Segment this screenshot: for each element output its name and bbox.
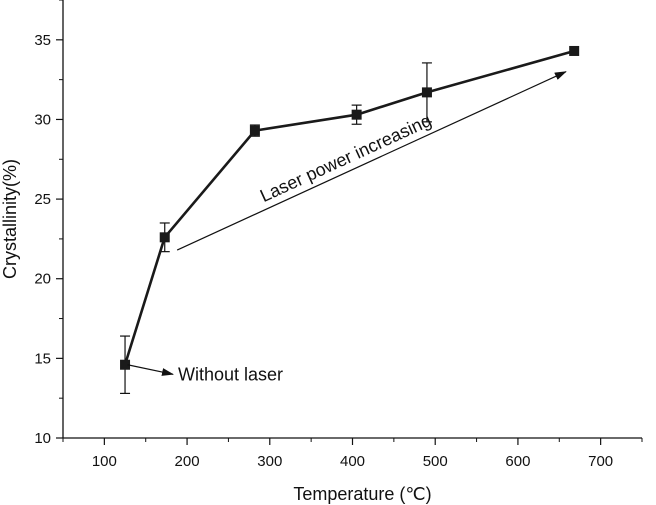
- data-point: [421, 87, 432, 98]
- x-tick-label: 100: [92, 453, 117, 470]
- series-line: [123, 49, 575, 366]
- series-lines: [123, 49, 575, 366]
- x-tick-label: 400: [340, 453, 365, 470]
- without-laser-arrow: [127, 364, 174, 376]
- x-axis-title: Temperature (℃): [293, 484, 431, 504]
- x-tick-label: 200: [175, 453, 200, 470]
- without-laser-label: Without laser: [178, 364, 283, 384]
- data-point: [120, 359, 131, 370]
- y-tick-label: 25: [34, 191, 51, 208]
- y-tick-label: 15: [34, 350, 51, 367]
- data-point: [569, 45, 580, 56]
- laser-power-arrow: [176, 71, 567, 251]
- data-point: [351, 109, 362, 120]
- x-tick-label: 700: [588, 453, 613, 470]
- ticks: 100 200 300 400 500 600 700 10 15 20 25 30 35: [34, 0, 643, 470]
- data-markers: [120, 45, 580, 370]
- y-tick-label: 20: [34, 271, 51, 288]
- y-tick-label: 10: [34, 430, 51, 447]
- y-axis-title: Crystallinity(%): [0, 159, 20, 279]
- data-point: [249, 125, 260, 136]
- data-point: [159, 232, 170, 243]
- y-tick-label: 30: [34, 111, 51, 128]
- x-tick-label: 300: [257, 453, 282, 470]
- x-tick-label: 600: [505, 453, 530, 470]
- y-tick-label: 35: [34, 32, 51, 49]
- error-bars: [120, 62, 432, 395]
- axes: [62, 0, 642, 439]
- x-tick-label: 500: [423, 453, 448, 470]
- laser-power-label: Laser power increasing: [257, 110, 434, 206]
- annotations: Without laser Laser power increasing: [127, 71, 567, 384]
